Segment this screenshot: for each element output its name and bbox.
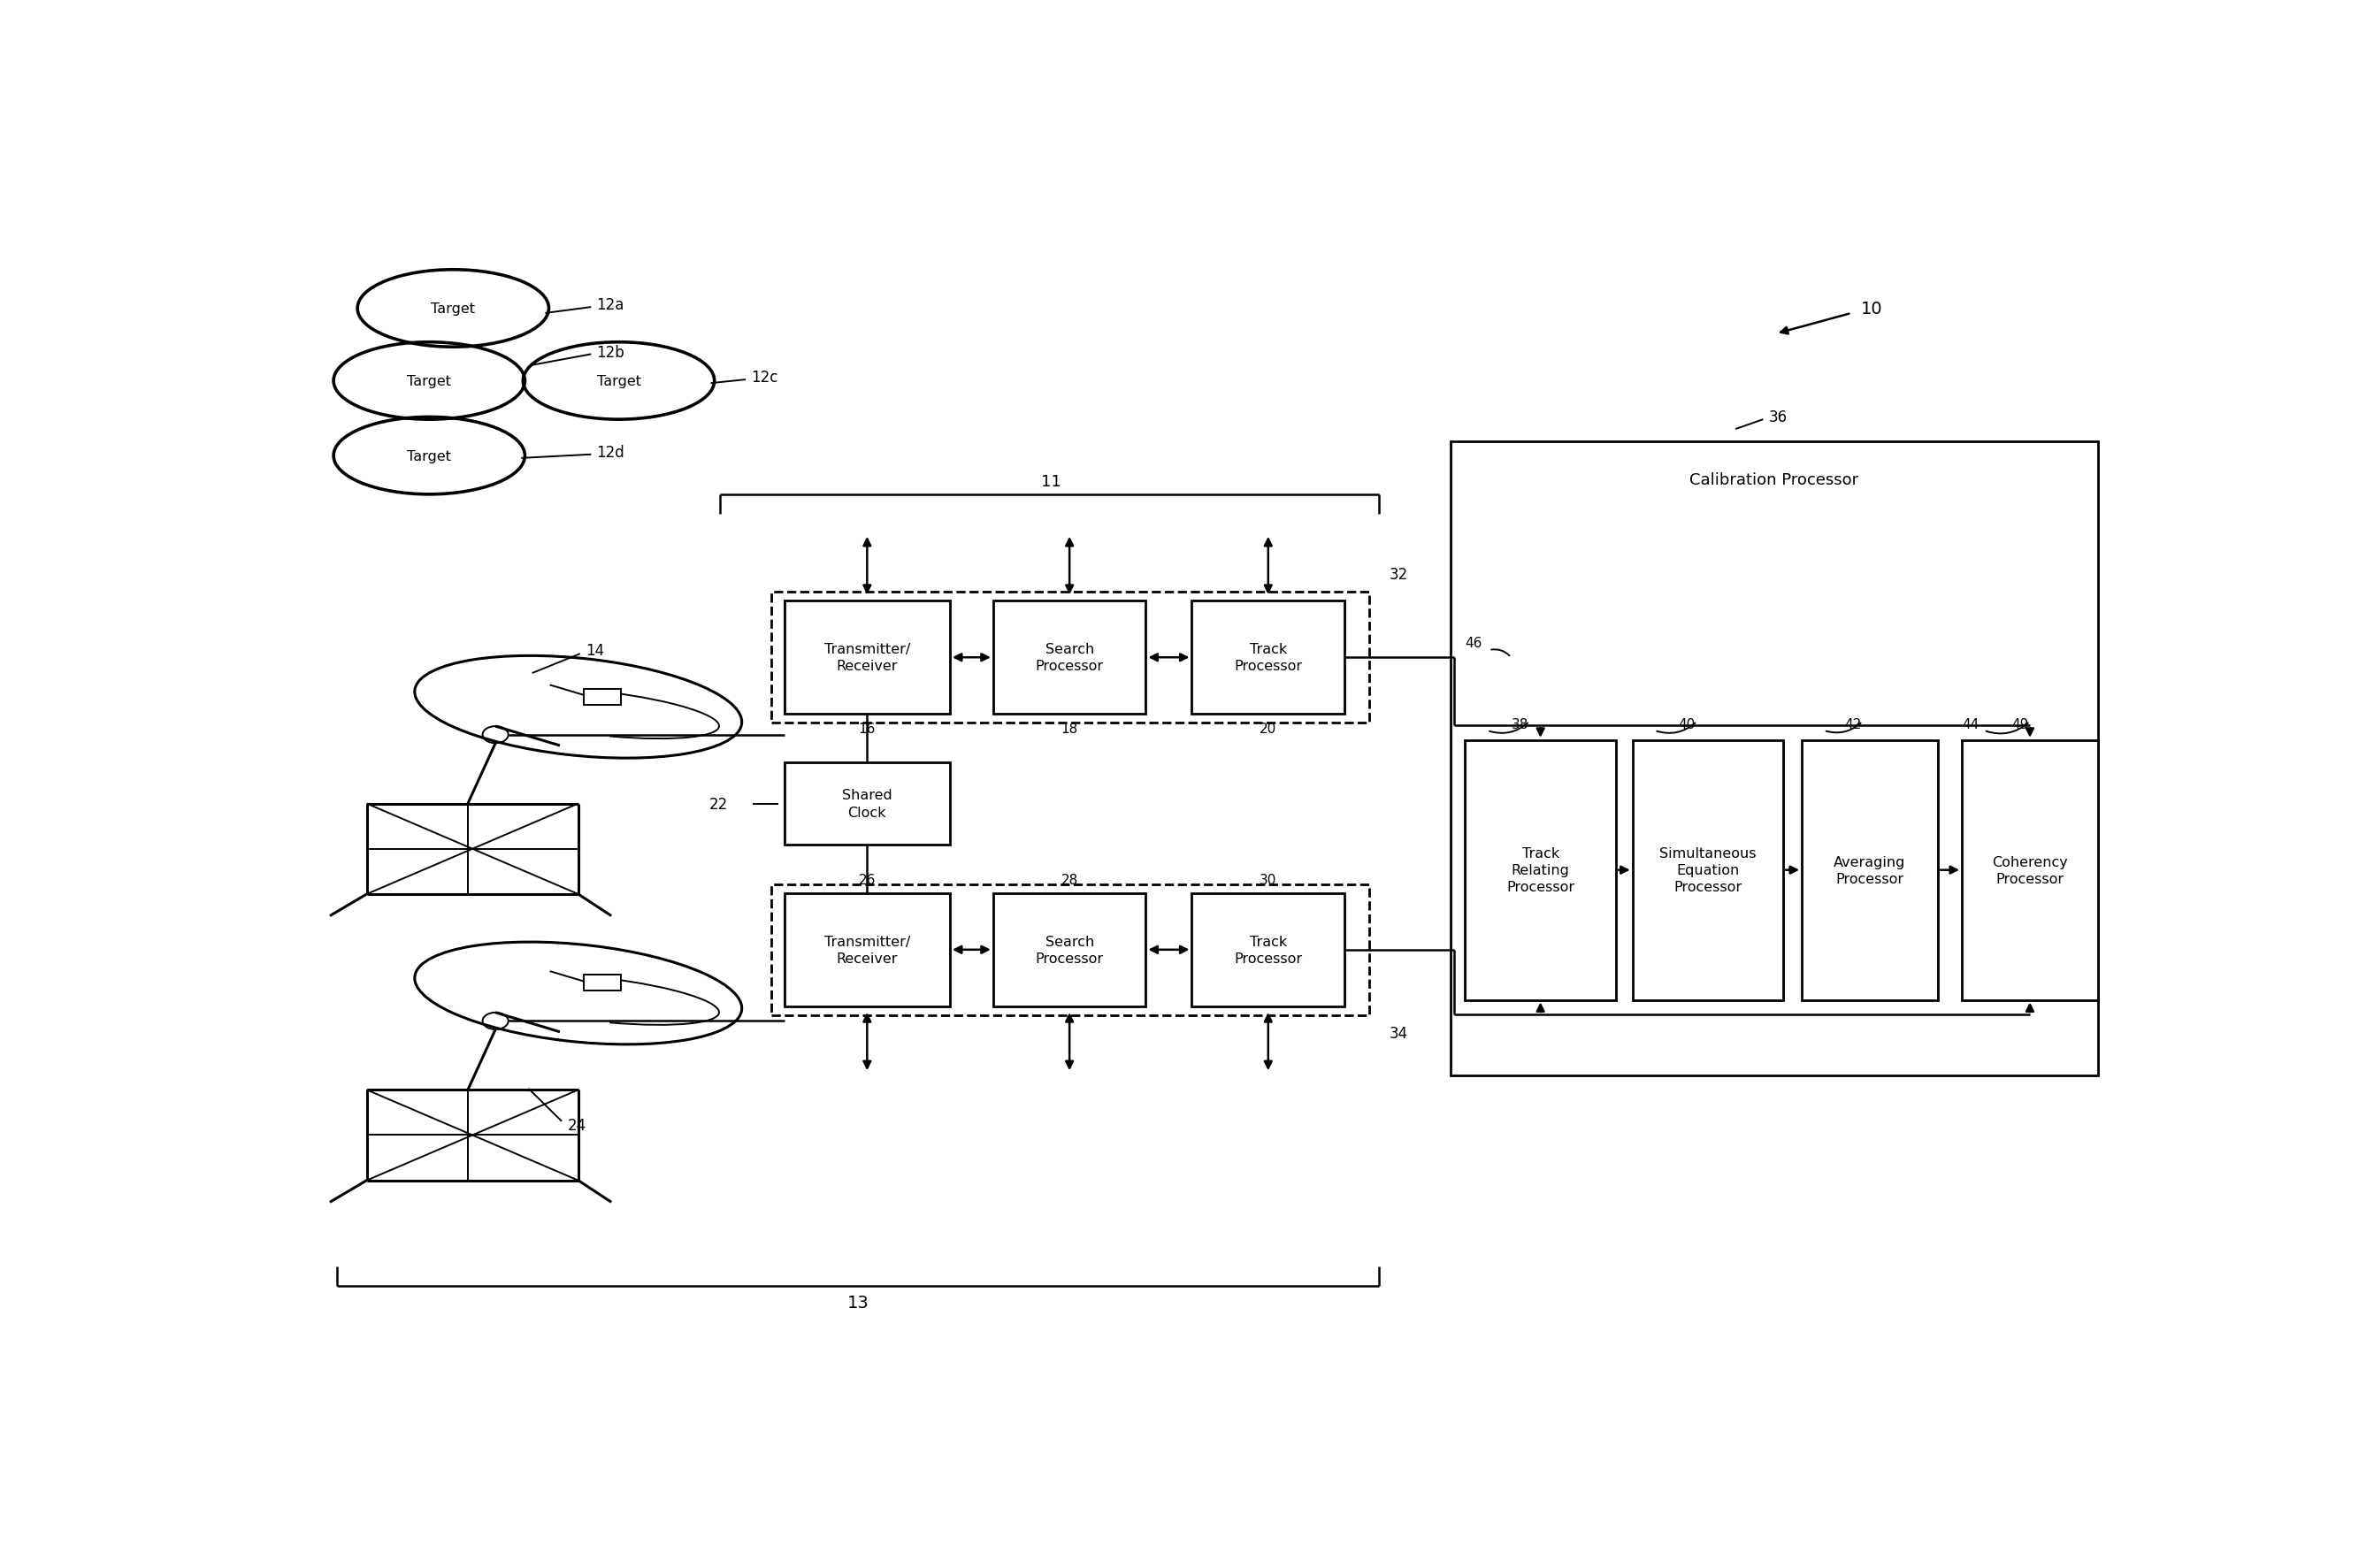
Text: Shared
Clock: Shared Clock [843, 789, 893, 818]
Text: 13: 13 [848, 1294, 869, 1311]
Text: 20: 20 [1261, 723, 1277, 735]
Text: Target: Target [596, 375, 641, 387]
Text: 49: 49 [2011, 718, 2030, 731]
Text: 30: 30 [1261, 873, 1277, 886]
Text: 42: 42 [1845, 718, 1861, 731]
Text: 48: 48 [1465, 960, 1481, 974]
Text: 12c: 12c [750, 370, 779, 386]
Text: Target: Target [432, 303, 475, 315]
Text: 12b: 12b [596, 345, 624, 361]
Bar [772, 884, 1370, 1014]
Text: Target: Target [406, 450, 451, 463]
Bar [1802, 740, 1937, 1000]
Text: 40: 40 [1678, 718, 1695, 731]
Text: Track
Relating
Processor: Track Relating Processor [1507, 847, 1574, 894]
Text: Averaging
Processor: Averaging Processor [1833, 855, 1906, 886]
Text: 12d: 12d [596, 445, 624, 461]
Text: Search
Processor: Search Processor [1035, 643, 1104, 673]
Text: 22: 22 [710, 797, 729, 812]
Bar [584, 975, 620, 991]
Text: 10: 10 [1861, 301, 1883, 317]
Text: 26: 26 [859, 873, 876, 886]
Text: Track
Processor: Track Processor [1234, 935, 1303, 966]
Text: 12a: 12a [596, 298, 624, 314]
Text: 38: 38 [1510, 718, 1529, 731]
Text: 24: 24 [567, 1116, 586, 1134]
Bar [1633, 740, 1783, 1000]
Text: Transmitter/
Receiver: Transmitter/ Receiver [824, 935, 909, 966]
Bar [1465, 740, 1617, 1000]
Bar [1192, 601, 1344, 715]
Bar [783, 601, 950, 715]
Text: 34: 34 [1389, 1025, 1408, 1041]
Bar [992, 601, 1147, 715]
Text: Search
Processor: Search Processor [1035, 935, 1104, 966]
Text: 36: 36 [1769, 409, 1788, 425]
Text: 18: 18 [1061, 723, 1078, 735]
Text: 11: 11 [1042, 474, 1061, 489]
Text: Simultaneous
Equation
Processor: Simultaneous Equation Processor [1659, 847, 1757, 894]
Bar [783, 894, 950, 1007]
Bar [1192, 894, 1344, 1007]
Text: 46: 46 [1465, 637, 1481, 651]
Text: Calibration Processor: Calibration Processor [1690, 472, 1859, 488]
Text: 32: 32 [1389, 566, 1408, 582]
Bar [772, 593, 1370, 723]
Bar [783, 764, 950, 845]
Text: 16: 16 [859, 723, 876, 735]
Text: 28: 28 [1061, 873, 1078, 886]
Text: Track
Processor: Track Processor [1234, 643, 1303, 673]
Bar [1451, 442, 2099, 1076]
Text: 44: 44 [1961, 718, 1980, 731]
Bar [584, 690, 620, 706]
Text: 14: 14 [586, 643, 605, 659]
Text: Transmitter/
Receiver: Transmitter/ Receiver [824, 643, 909, 673]
Bar [1961, 740, 2099, 1000]
Text: Target: Target [406, 375, 451, 387]
Text: Coherency
Processor: Coherency Processor [1992, 855, 2068, 886]
Bar [992, 894, 1147, 1007]
